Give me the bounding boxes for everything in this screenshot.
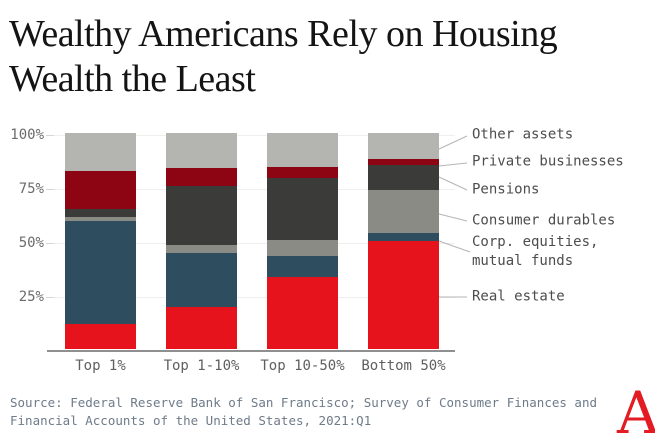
source-note: Source: Federal Reserve Bank of San Fran… (10, 395, 597, 428)
bar-top-10-50 (267, 133, 338, 349)
y-tick-label-75: 75% (18, 181, 44, 197)
y-tick-mark-100 (46, 135, 54, 136)
segment-consumer-durables-top-10-50 (267, 239, 338, 257)
y-tick-mark-75 (46, 189, 54, 190)
legend-label-consumer-durables: Consumer durables (472, 212, 616, 229)
axios-logo: A (617, 379, 655, 444)
y-tick-label-25: 25% (18, 289, 44, 305)
segment-real-estate-top-10-50 (267, 276, 338, 349)
legend-label-private-businesses: Private businesses (472, 153, 624, 170)
segment-corp-equities-mutual-funds-top-1-10 (166, 252, 237, 307)
segment-other-assets-top-10-50 (267, 133, 338, 167)
segment-consumer-durables-bottom-50 (368, 190, 439, 234)
x-axis-label-top-1: Top 1% (75, 358, 126, 374)
legend-label-real-estate: Real estate (472, 288, 565, 305)
x-axis-label-bottom-50: Bottom 50% (361, 358, 446, 374)
page-title-line1: Wealthy Americans Rely on Housing (9, 13, 558, 55)
segment-private-businesses-top-1 (65, 170, 136, 209)
x-axis-label-top-1-10: Top 1-10% (163, 358, 240, 374)
legend-label-pensions: Pensions (472, 181, 540, 198)
segment-corp-equities-mutual-funds-bottom-50 (368, 233, 439, 241)
gridline-75 (47, 189, 455, 190)
segment-consumer-durables-top-1-10 (166, 245, 237, 253)
x-axis-line (47, 350, 455, 352)
plot-area (47, 133, 455, 352)
x-axis-label-top-10-50: Top 10-50% (260, 358, 345, 374)
bar-top-1 (65, 133, 136, 349)
segment-other-assets-bottom-50 (368, 133, 439, 159)
segment-other-assets-top-1 (65, 133, 136, 171)
page-title-line2: Wealth the Least (9, 58, 256, 100)
gridline-25 (47, 297, 455, 298)
legend-label-corp-equities: Corp. equities, mutual funds (472, 234, 599, 269)
y-tick-mark-50 (46, 243, 54, 244)
segment-other-assets-top-1-10 (166, 133, 237, 168)
segment-corp-equities-mutual-funds-top-10-50 (267, 256, 338, 277)
y-tick-mark-25 (46, 297, 54, 298)
bar-bottom-50 (368, 133, 439, 349)
segment-consumer-durables-top-1 (65, 217, 136, 221)
segment-pensions-top-10-50 (267, 178, 338, 240)
legend-label-other-assets: Other assets (472, 126, 574, 143)
y-tick-label-50: 50% (18, 235, 44, 251)
gridline-100 (47, 135, 455, 136)
segment-real-estate-top-1 (65, 324, 136, 349)
segment-real-estate-top-1-10 (166, 306, 237, 349)
segment-private-businesses-bottom-50 (368, 158, 439, 166)
bar-top-1-10 (166, 133, 237, 349)
gridline-50 (47, 243, 455, 244)
segment-private-businesses-top-1-10 (166, 167, 237, 186)
segment-real-estate-bottom-50 (368, 241, 439, 349)
segment-pensions-top-1-10 (166, 185, 237, 246)
segment-private-businesses-top-10-50 (267, 166, 338, 179)
page-title: Wealthy Americans Rely on Housing Wealth… (9, 12, 639, 102)
segment-pensions-top-1 (65, 208, 136, 218)
segment-pensions-bottom-50 (368, 165, 439, 191)
segment-corp-equities-mutual-funds-top-1 (65, 220, 136, 325)
y-tick-label-100: 100% (10, 127, 44, 143)
